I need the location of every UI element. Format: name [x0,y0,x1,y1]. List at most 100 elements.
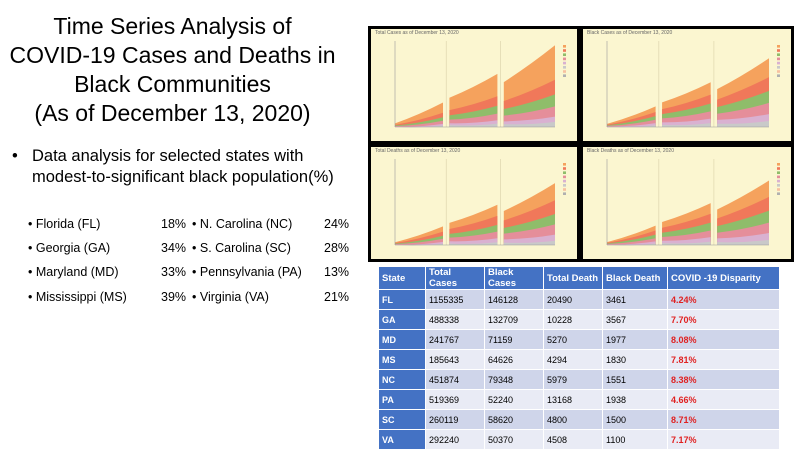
area-band [607,123,656,127]
area-band [662,123,711,127]
column-header: State [378,266,426,290]
state-code-cell: FL [378,289,426,310]
legend-swatch [777,74,780,77]
legend-swatch [563,175,566,179]
chart-panel-title: Total Deaths as of December 13, 2020 [375,148,461,154]
legend-swatch [563,66,566,69]
table-row: FL 1155335 146128 20490 3461 4.24% [378,289,780,310]
area-band [395,123,443,127]
area-band [449,242,498,245]
state-code-cell: VA [378,429,426,450]
chart-panel-title: Total Cases as of December 13, 2020 [375,30,459,36]
state-row: • Mississippi (MS) 39% • Virginia (VA) 2… [28,290,358,308]
lead-bullet: • Data analysis for selected states with… [12,146,357,188]
state-code-cell: NC [378,369,426,390]
state-pct: 18% [161,217,187,231]
table-cell: 146128 [484,289,544,310]
area-band [717,120,769,127]
legend-swatch [777,188,780,191]
state-name: • Virginia (VA) [192,290,269,304]
table-row: NC 451874 79348 5979 1551 8.38% [378,369,780,390]
disparity-cell: 7.81% [667,349,780,370]
chart-panel-black-deaths: Black Deaths as of December 13, 2020 [583,147,791,259]
state-name: • Florida (FL) [28,217,101,231]
table-cell: 488338 [425,309,485,330]
table-cell: 260119 [425,409,485,430]
legend-swatch [563,179,566,183]
table-cell: 241767 [425,329,485,350]
table-cell: 519369 [425,389,485,410]
title-line: Black Communities [74,71,271,97]
state-name: • Mississippi (MS) [28,290,127,304]
legend-swatch [777,184,780,187]
state-name: • Pennsylvania (PA) [192,265,302,279]
chart-grid: Total Cases as of December 13, 2020 Blac… [368,26,794,262]
legend-swatch [777,179,780,183]
table-cell: 132709 [484,309,544,330]
disparity-cell: 8.08% [667,329,780,350]
legend-swatch [563,74,566,77]
table-row: MD 241767 71159 5270 1977 8.08% [378,329,780,350]
legend-swatch [777,171,780,174]
disparity-cell: 7.70% [667,309,780,330]
table-cell: 5979 [543,369,603,390]
title-line: COVID-19 Cases and Deaths in [9,42,336,68]
legend-swatch [563,49,566,52]
area-chart [394,41,566,128]
disparity-cell: 8.38% [667,369,780,390]
table-cell: 1977 [602,329,668,350]
state-code-cell: MS [378,349,426,370]
column-header: Total Cases [425,266,485,290]
state-pct: 13% [324,265,350,279]
legend-swatch [563,188,566,191]
table-row: SC 260119 58620 4800 1500 8.71% [378,409,780,430]
bullet-dot-icon: • [12,147,18,165]
state-name: • Georgia (GA) [28,241,111,255]
area-band [503,240,555,245]
legend-swatch [563,61,566,65]
table-cell: 20490 [543,289,603,310]
state-code-cell: SC [378,409,426,430]
state-pct: 33% [161,265,187,279]
disparity-cell: 4.24% [667,289,780,310]
state-pct: 28% [324,241,350,255]
area-band [662,241,711,245]
table-row: VA 292240 50370 4508 1100 7.17% [378,429,780,450]
table-cell: 52240 [484,389,544,410]
table-cell: 13168 [543,389,603,410]
table-cell: 185643 [425,349,485,370]
legend-swatch [777,57,780,61]
table-cell: 1551 [602,369,668,390]
table-cell: 3567 [602,309,668,330]
legend-swatch [777,66,780,69]
table-cell: 451874 [425,369,485,390]
chart-panel-title: Black Deaths as of December 13, 2020 [587,148,674,154]
area-chart [606,159,780,246]
chart-panel-title: Black Cases as of December 13, 2020 [587,30,673,36]
table-cell: 10228 [543,309,603,330]
legend-swatch [563,184,566,187]
table-cell: 64626 [484,349,544,370]
table-cell: 1100 [602,429,668,450]
chart-panel-total-cases: Total Cases as of December 13, 2020 [371,29,577,141]
state-name: • Maryland (MD) [28,265,119,279]
table-cell: 1830 [602,349,668,370]
legend-swatch [563,57,566,61]
legend-swatch [777,175,780,179]
state-code-cell: GA [378,309,426,330]
legend-swatch [777,53,780,56]
legend-swatch [777,49,780,52]
table-cell: 1500 [602,409,668,430]
column-header: Total Death [543,266,603,290]
disparity-cell: 4.66% [667,389,780,410]
table-row: MS 185643 64626 4294 1830 7.81% [378,349,780,370]
area-band [717,239,769,245]
title-line: Time Series Analysis of [53,13,292,39]
state-row: • Florida (FL) 18% • N. Carolina (NC) 24… [28,217,358,235]
area-chart [606,41,780,128]
legend-swatch [563,192,566,195]
state-row: • Georgia (GA) 34% • S. Carolina (SC) 28… [28,241,358,259]
disparity-cell: 7.17% [667,429,780,450]
legend-swatch [777,70,780,73]
table-cell: 4294 [543,349,603,370]
